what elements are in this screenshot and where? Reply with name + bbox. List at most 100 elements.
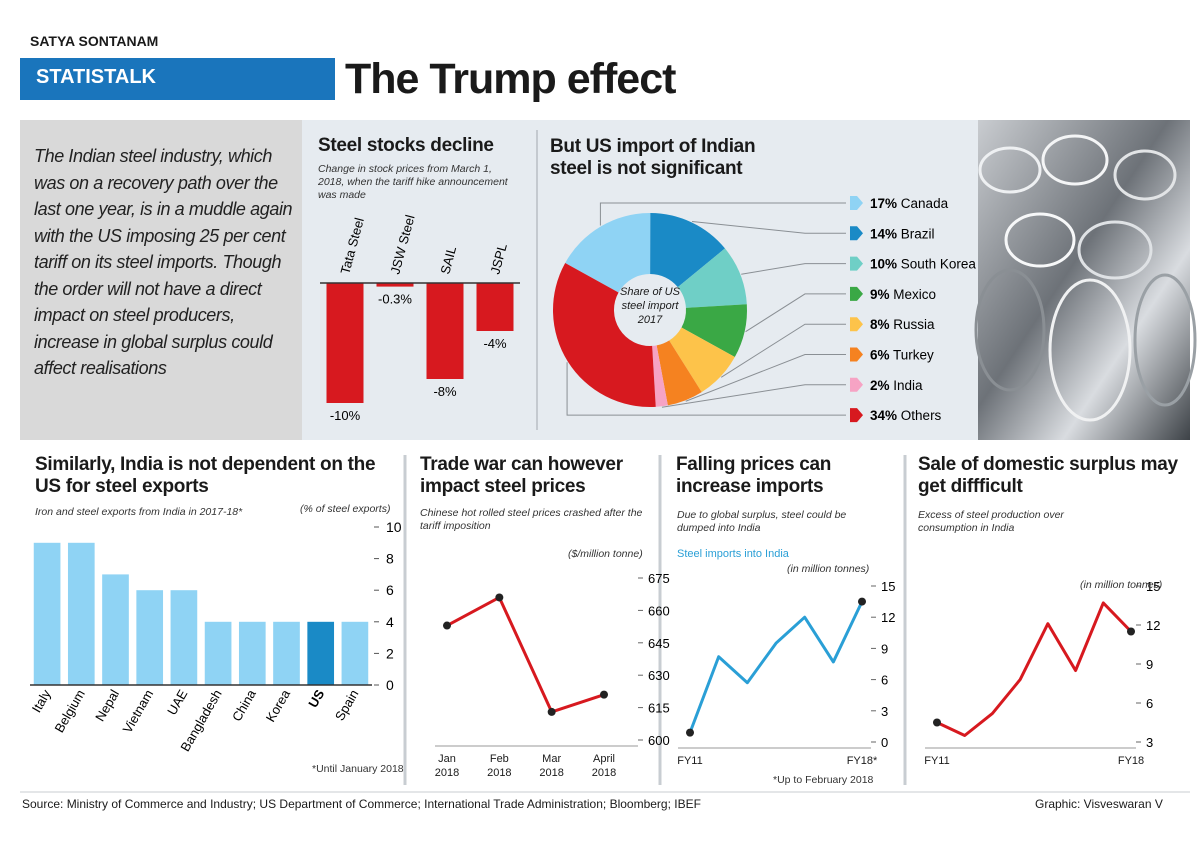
leader-line xyxy=(745,293,846,333)
bar xyxy=(67,542,95,685)
line xyxy=(936,601,1133,737)
chart-title: Trade war can however impact steel price… xyxy=(420,454,623,497)
y-tick-label: 6 xyxy=(1146,696,1153,711)
legend-marker xyxy=(850,377,863,392)
leader-line xyxy=(741,263,846,275)
intro-box xyxy=(20,120,302,440)
point xyxy=(495,593,504,602)
leader-line xyxy=(691,220,846,234)
bar xyxy=(136,590,164,685)
point xyxy=(1127,627,1135,636)
chart-title: Similarly, India is not dependent on the… xyxy=(35,454,376,497)
legend-value: 8% xyxy=(870,317,890,332)
legend-value: 9% xyxy=(870,287,890,302)
legend-value: 10% xyxy=(870,257,897,272)
x-tick-label: SAIL xyxy=(437,245,459,276)
point xyxy=(600,690,608,699)
legend-value: 17% xyxy=(870,196,897,211)
byline: SATYA SONTANAM xyxy=(30,33,159,49)
bar xyxy=(376,283,414,287)
y-tick-label: 3 xyxy=(881,704,888,719)
x-tick-label: Mar 2018 xyxy=(539,753,564,779)
legend-value: 14% xyxy=(870,226,897,241)
page-title: The Trump effect xyxy=(345,55,676,103)
y-tick-label: 675 xyxy=(648,571,670,586)
bar xyxy=(238,621,266,685)
y-tick-label: 645 xyxy=(648,636,670,651)
legend-marker xyxy=(850,408,863,423)
legend-label: Mexico xyxy=(893,287,936,302)
x-tick-label: FY18 xyxy=(1117,755,1145,767)
x-tick-label: FY18* xyxy=(846,755,878,767)
leader-line xyxy=(599,202,846,226)
pie-slice xyxy=(565,213,651,293)
y-tick-label: 4 xyxy=(386,614,394,630)
bar xyxy=(204,621,232,685)
y-tick-label: 600 xyxy=(648,733,670,748)
bar xyxy=(102,574,129,685)
y-tick-label: 2 xyxy=(386,645,394,661)
legend-label: Others xyxy=(901,408,942,423)
note: *Until January 2018 xyxy=(312,763,404,775)
bar xyxy=(170,590,198,685)
pie-slice xyxy=(656,340,702,406)
point xyxy=(858,597,866,606)
legend-marker xyxy=(850,256,863,271)
chart-subtitle: Excess of steel production over consumpt… xyxy=(918,509,1064,534)
legend-label: Russia xyxy=(893,317,935,332)
y-tick-label: 660 xyxy=(648,603,670,618)
bar xyxy=(307,621,335,685)
legend-label: India xyxy=(893,378,923,393)
legend-entry: 8% Russia xyxy=(870,317,935,332)
leader-line xyxy=(661,384,846,408)
bar xyxy=(341,621,369,685)
legend-marker xyxy=(850,226,863,241)
intro: The Indian steel industry, which was on … xyxy=(34,146,293,378)
chart-subtitle: Iron and steel exports from India in 201… xyxy=(35,506,243,518)
data-label: -8% xyxy=(433,384,457,399)
x-tick-label: FY11 xyxy=(924,755,950,767)
bar xyxy=(273,621,300,685)
point xyxy=(547,707,556,716)
y-tick-label: 9 xyxy=(1146,657,1153,672)
chart-subtitle: Due to global surplus, steel could be du… xyxy=(677,509,847,534)
pie-slice xyxy=(553,262,656,407)
y-axis-label: (in million tonnes) xyxy=(787,563,870,575)
y-tick-label: 12 xyxy=(881,610,895,625)
chart-subtitle: Change in stock prices from March 1, 201… xyxy=(318,163,508,201)
note: *Up to February 2018 xyxy=(773,774,874,786)
legend-label: Brazil xyxy=(901,226,935,241)
leader-line xyxy=(566,362,846,416)
pie-slice xyxy=(669,327,735,393)
credit: Graphic: Visveswaran V xyxy=(1035,797,1163,811)
legend-marker xyxy=(850,317,863,332)
bar xyxy=(426,283,464,379)
legend-entry: 34% Others xyxy=(870,408,942,423)
bar xyxy=(326,283,364,403)
y-tick-label: 10 xyxy=(386,519,402,535)
x-tick-label: April 2018 xyxy=(591,753,617,779)
bar xyxy=(476,283,514,331)
point xyxy=(933,718,941,727)
data-label: -10% xyxy=(330,408,361,423)
legend-marker xyxy=(850,347,863,362)
y-axis-label: (in million tonnes) xyxy=(1080,579,1163,591)
legend-marker xyxy=(850,286,863,301)
legend-entry: 17% Canada xyxy=(870,196,949,211)
leader-line xyxy=(720,323,846,378)
legend-entry: 10% South Korea xyxy=(870,257,976,272)
legend-value: 6% xyxy=(870,348,890,363)
leader-line xyxy=(685,354,846,402)
legend-label: South Korea xyxy=(901,257,977,272)
y-tick-label: 12 xyxy=(1146,618,1160,633)
point xyxy=(443,621,451,630)
y-tick-label: 9 xyxy=(881,641,888,656)
pie-center-label: Share of US steel import 2017 xyxy=(620,286,680,326)
y-tick-label: 0 xyxy=(386,677,394,693)
y-axis-label: ($/million tonne) xyxy=(568,548,643,560)
line xyxy=(688,600,864,734)
chart-title: Sale of domestic surplus may get difffic… xyxy=(918,454,1178,497)
